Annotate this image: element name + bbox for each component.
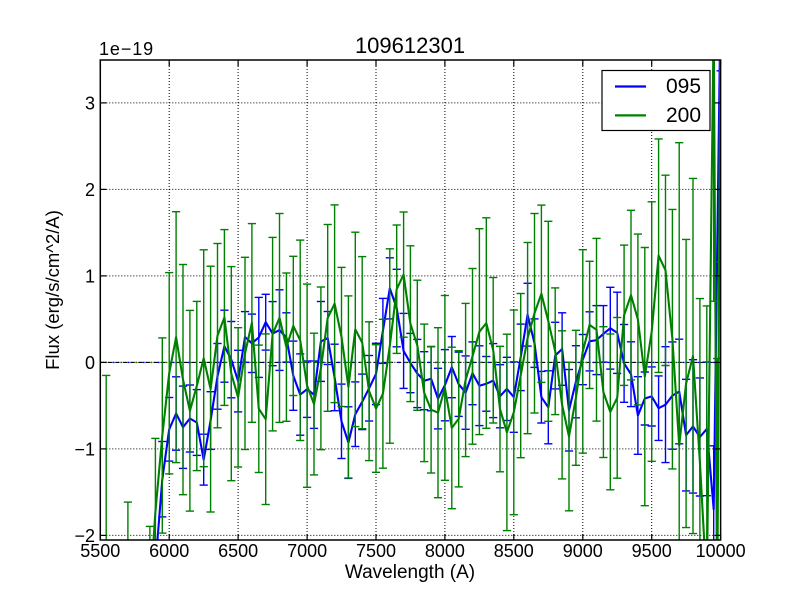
- svg-text:6500: 6500: [218, 541, 258, 561]
- svg-text:−1: −1: [74, 439, 95, 459]
- svg-text:109612301: 109612301: [355, 33, 465, 58]
- svg-text:Flux (erg/s/cm^2/A): Flux (erg/s/cm^2/A): [42, 210, 63, 370]
- svg-text:8500: 8500: [494, 541, 534, 561]
- svg-text:1e−19: 1e−19: [99, 39, 154, 59]
- svg-text:−2: −2: [74, 526, 95, 546]
- svg-text:5500: 5500: [80, 541, 120, 561]
- svg-text:9000: 9000: [563, 541, 603, 561]
- svg-text:0: 0: [85, 353, 95, 373]
- svg-text:7500: 7500: [356, 541, 396, 561]
- svg-text:10000: 10000: [696, 541, 746, 561]
- svg-text:9500: 9500: [632, 541, 672, 561]
- svg-text:8000: 8000: [425, 541, 465, 561]
- svg-text:7000: 7000: [287, 541, 327, 561]
- svg-text:Wavelength (A): Wavelength (A): [345, 562, 475, 583]
- svg-text:2: 2: [85, 180, 95, 200]
- svg-text:095: 095: [666, 75, 701, 98]
- svg-text:1: 1: [85, 266, 95, 286]
- svg-text:200: 200: [666, 104, 701, 127]
- svg-text:3: 3: [85, 93, 95, 113]
- svg-text:6000: 6000: [149, 541, 189, 561]
